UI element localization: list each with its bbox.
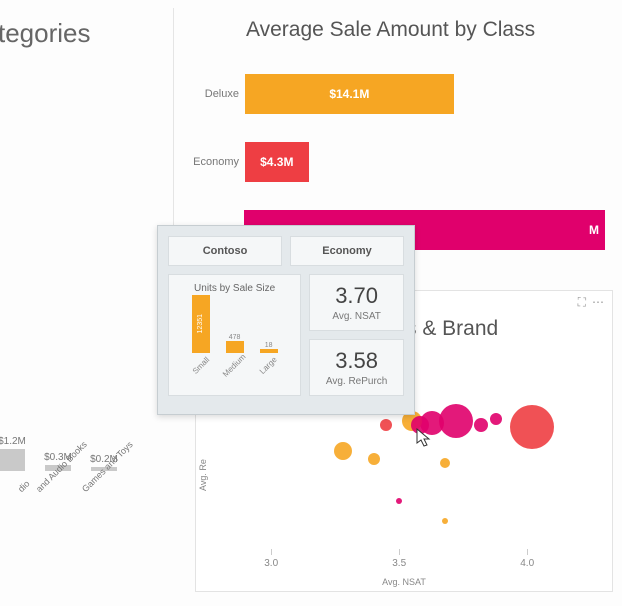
more-options-icon[interactable]: ⋯ <box>592 295 604 310</box>
tooltip-mini-bar-item: 18Large <box>257 342 281 370</box>
scatter-title-partial: s & Brand <box>406 317 498 341</box>
bar-value[interactable]: $14.1M <box>245 74 454 114</box>
mini-bar-value: $1.2M <box>0 436 26 447</box>
scatter-bubble[interactable] <box>442 518 448 524</box>
bar-label: Deluxe <box>185 88 245 100</box>
scatter-bubble[interactable] <box>490 413 502 425</box>
tooltip-card: Contoso Economy Units by Sale Size 12351… <box>157 225 415 415</box>
scatter-xlabel: Avg. NSAT <box>382 577 426 587</box>
dashboard-canvas: tegories Average Sale Amount by Class De… <box>0 0 622 606</box>
focus-icon[interactable]: ⛶ <box>578 295 586 310</box>
tooltip-units-cell: Units by Sale Size 12351Small 478Medium 18… <box>168 274 301 396</box>
mini-bar-label: Games and Toys <box>80 439 135 494</box>
mini-bar-item[interactable]: $0.2MGames and Toys <box>84 454 124 497</box>
bar-row[interactable]: Economy$4.3M <box>185 142 605 182</box>
x-tick-label: 3.0 <box>264 558 278 569</box>
categories-title-partial: tegories <box>0 18 91 49</box>
mini-bar[interactable] <box>0 449 25 471</box>
tooltip-mini-bar-item: 478Medium <box>223 334 247 370</box>
tooltip-repurch-value: 3.58 <box>314 348 399 374</box>
x-tick-label: 3.5 <box>392 558 406 569</box>
bar-label: Economy <box>185 156 245 168</box>
tooltip-nsat-value: 3.70 <box>314 283 399 309</box>
tooltip-repurch-label: Avg. RePurch <box>314 376 399 387</box>
scatter-bubble[interactable] <box>474 418 488 432</box>
mini-bar-item[interactable]: $1.2M dio <box>0 436 32 497</box>
scatter-bubble[interactable] <box>440 458 450 468</box>
scatter-bubble[interactable] <box>396 498 402 504</box>
mini-bar-label: dio <box>16 479 32 495</box>
x-tick-label: 4.0 <box>520 558 534 569</box>
scatter-bubble[interactable] <box>334 442 352 460</box>
scatter-bubble[interactable] <box>510 405 554 449</box>
scatter-bubble[interactable] <box>411 416 429 434</box>
tooltip-nsat-cell: 3.70 Avg. NSAT <box>309 274 404 331</box>
bar-row[interactable]: Deluxe$14.1M <box>185 74 605 114</box>
tooltip-units-chart: 12351Small478Medium18Large <box>173 300 296 370</box>
tooltip-class: Economy <box>290 236 404 266</box>
tooltip-brand: Contoso <box>168 236 282 266</box>
tooltip-nsat-label: Avg. NSAT <box>314 311 399 322</box>
scatter-bubble[interactable] <box>368 453 380 465</box>
bar-chart-title: Average Sale Amount by Class <box>246 18 535 42</box>
tooltip-units-title: Units by Sale Size <box>173 283 296 294</box>
tooltip-mini-bar-item: 12351Small <box>189 295 213 370</box>
mini-bar-item[interactable]: $0.3Mand Audio Books <box>38 452 78 497</box>
scatter-bubble[interactable] <box>380 419 392 431</box>
bar-value[interactable]: $4.3M <box>245 142 309 182</box>
categories-mini-bars[interactable]: $1.2M dio $0.3Mand Audio Books$0.2MGames a… <box>0 436 124 497</box>
tooltip-repurch-cell: 3.58 Avg. RePurch <box>309 339 404 396</box>
scatter-ylabel: Avg. Re <box>198 459 208 491</box>
